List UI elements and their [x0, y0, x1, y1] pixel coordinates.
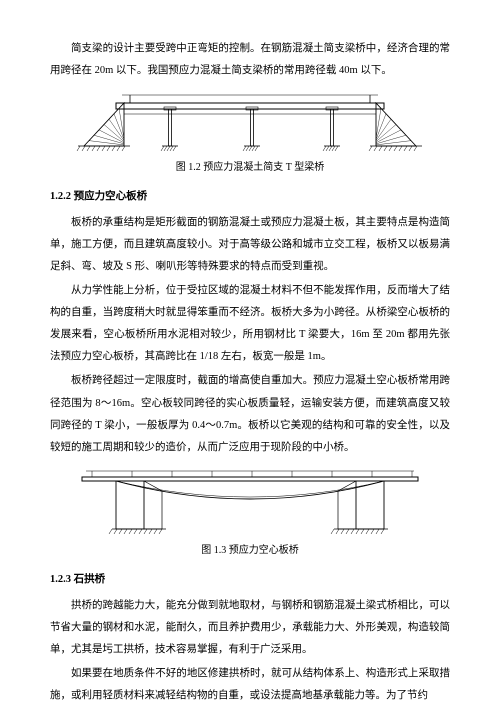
paragraph-5: 拱桥的跨越能力大，能充分做到就地取材，与钢桥和钢筋混凝土梁式桥相比，可以节省大量… — [50, 595, 450, 661]
heading-122: 1.2.2 预应力空心板桥 — [50, 186, 450, 208]
paragraph-2: 板桥的承重结构是矩形截面的钢筋混凝土或预应力混凝土板，其主要特点是构造简单，施工… — [50, 212, 450, 278]
figure-t-beam-bridge — [72, 88, 428, 154]
heading-123: 1.2.3 石拱桥 — [50, 569, 450, 591]
figure-caption-2: 图 1.3 预应力空心板桥 — [50, 540, 450, 561]
figure-hollow-slab-bridge — [72, 465, 428, 537]
paragraph-intro: 简支梁的设计主要受跨中正弯矩的控制。在钢筋混凝土简支梁桥中，经济合理的常用跨径在… — [50, 38, 450, 82]
paragraph-4: 板桥跨径超过一定限度时，截面的增高使自重加大。预应力混凝土空心板桥常用跨径范围为… — [50, 370, 450, 458]
figure-caption-1: 图 1.2 预应力混凝土简支 T 型梁桥 — [50, 157, 450, 178]
paragraph-6: 如果要在地质条件不好的地区修建拱桥时，就可从结构体系上、构造形式上采取措施，或利… — [50, 663, 450, 707]
paragraph-3: 从力学性能上分析，位于受拉区域的混凝土材料不但不能发挥作用，反而增大了结构的自重… — [50, 280, 450, 368]
